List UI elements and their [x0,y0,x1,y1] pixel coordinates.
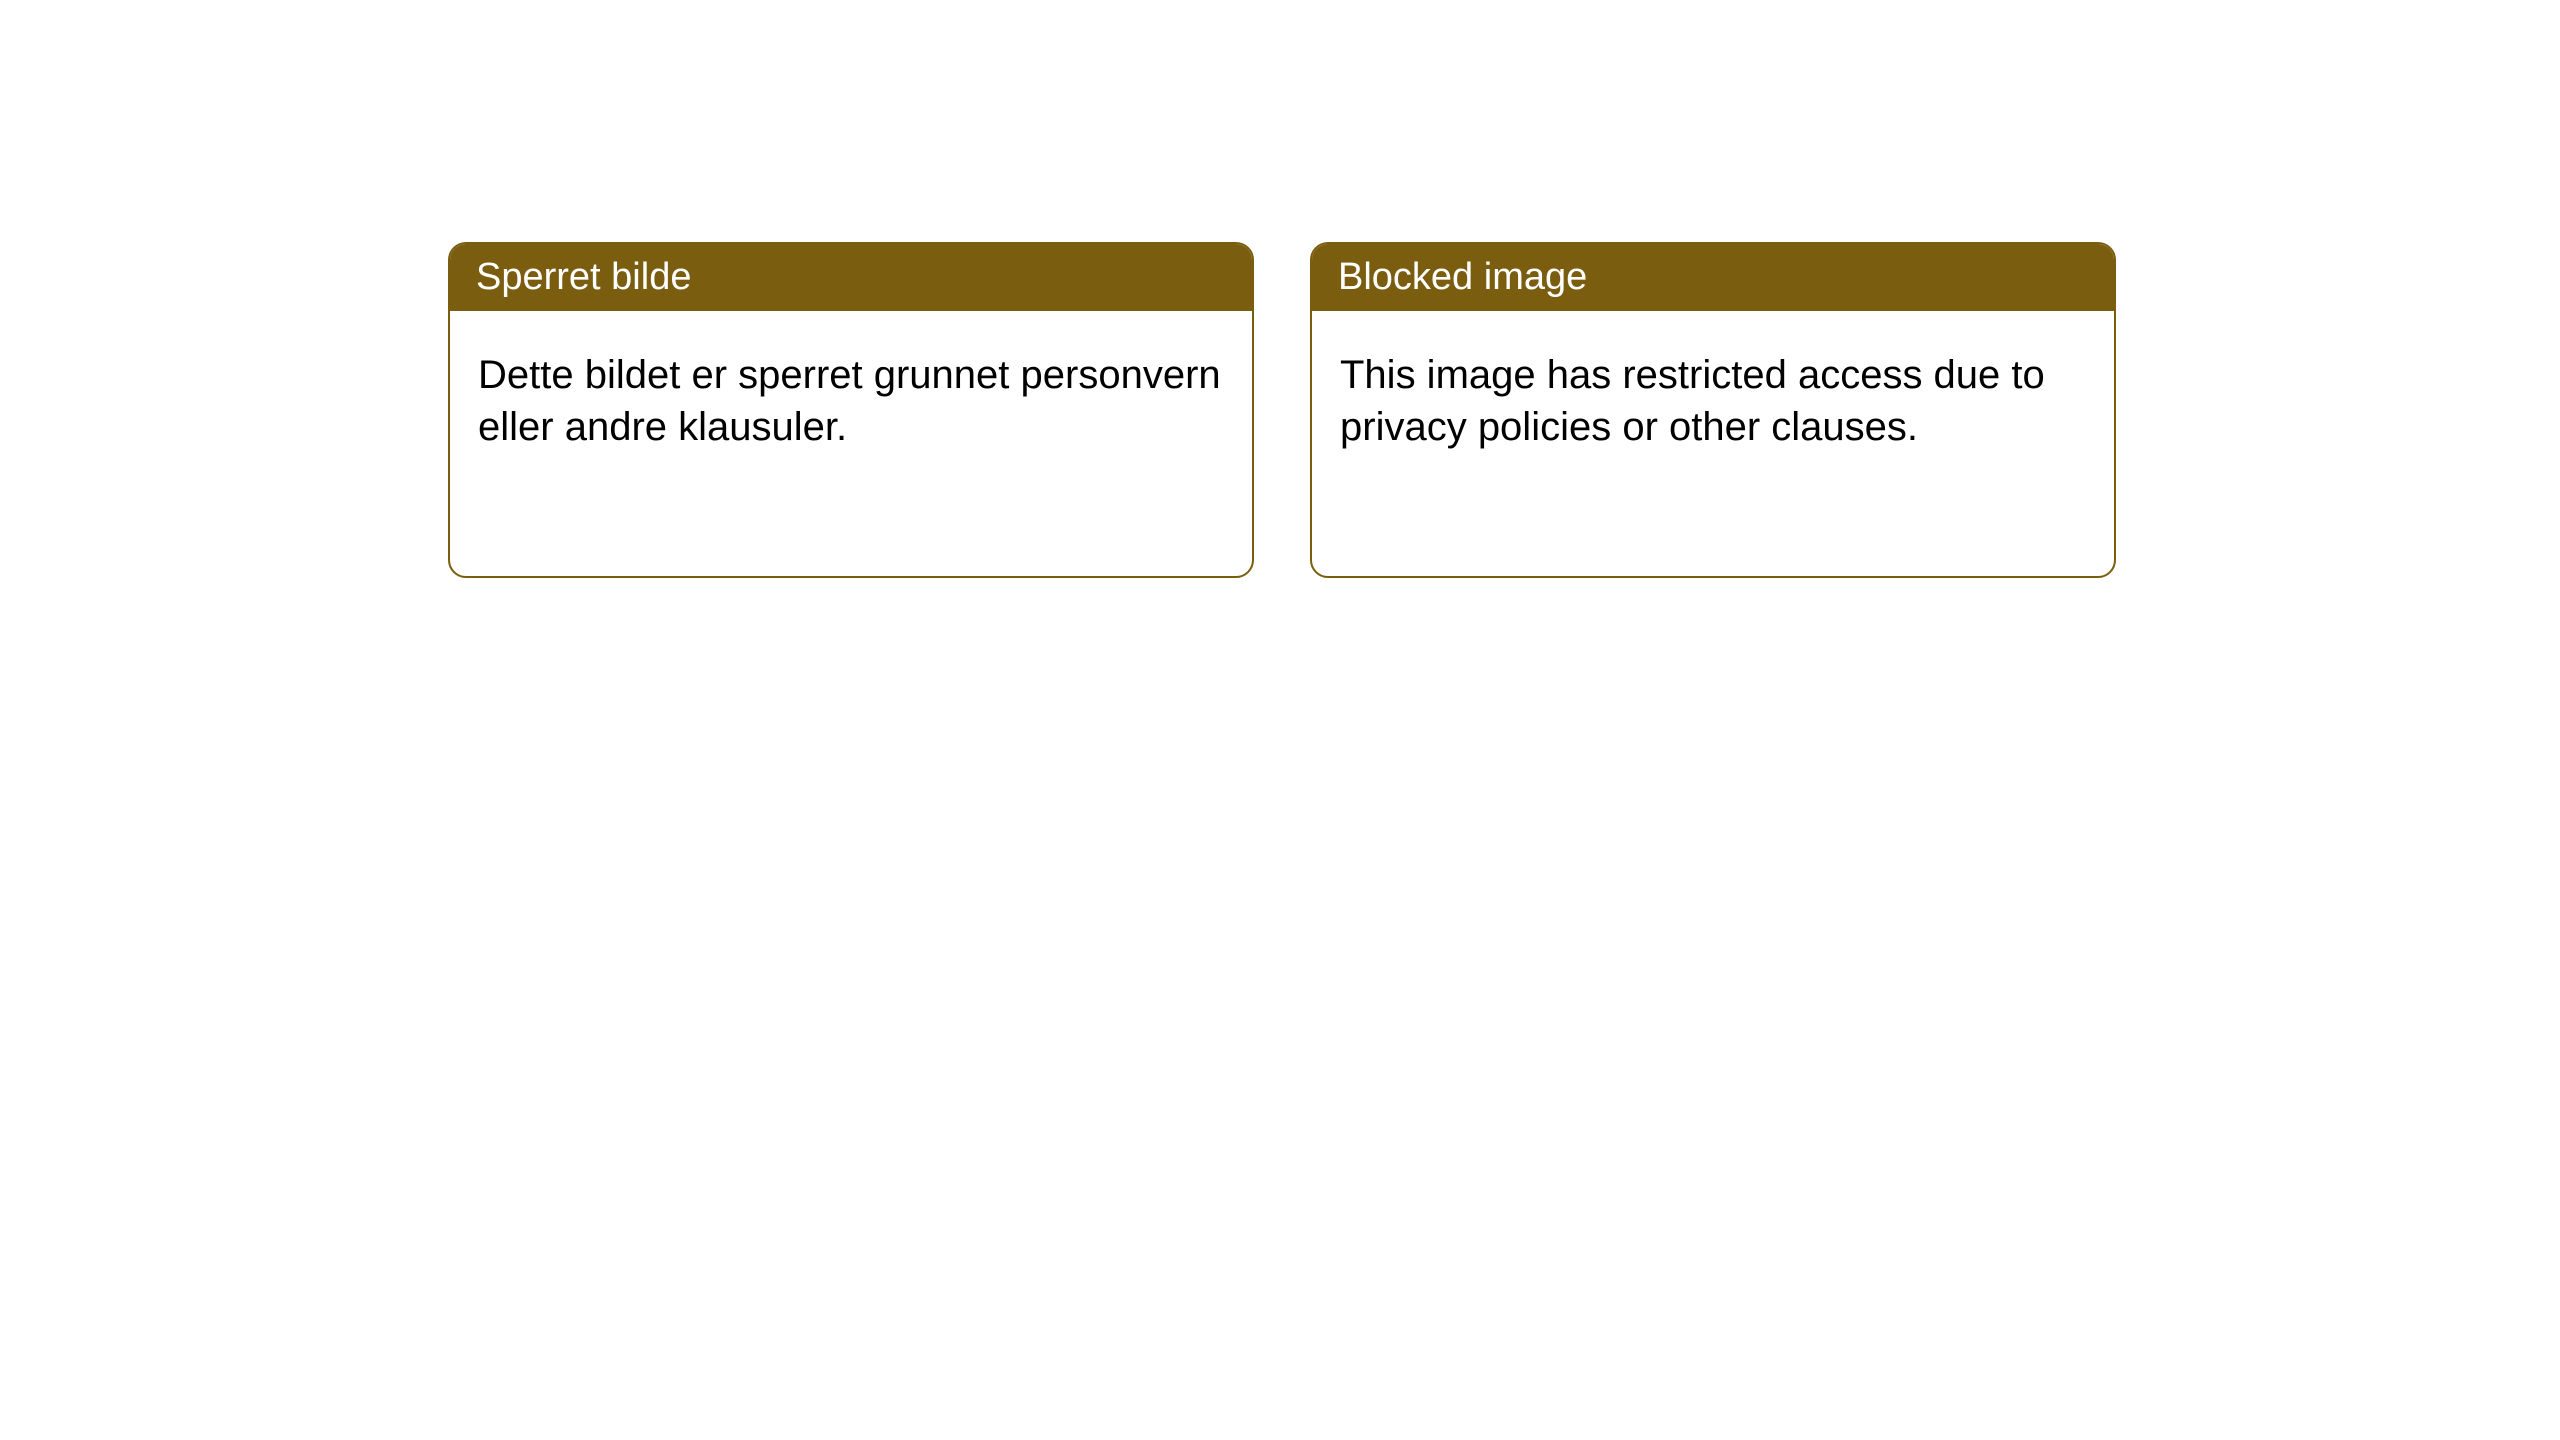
card-body: Dette bildet er sperret grunnet personve… [450,311,1252,491]
card-body-text: Dette bildet er sperret grunnet personve… [478,353,1221,449]
cards-container: Sperret bilde Dette bildet er sperret gr… [0,0,2560,578]
card-header: Sperret bilde [450,244,1252,311]
card-body-text: This image has restricted access due to … [1340,353,2045,449]
card-body: This image has restricted access due to … [1312,311,2114,491]
card-header-title: Blocked image [1338,256,1587,298]
card-header: Blocked image [1312,244,2114,311]
card-header-title: Sperret bilde [476,256,691,298]
blocked-image-card-english: Blocked image This image has restricted … [1310,242,2116,578]
blocked-image-card-norwegian: Sperret bilde Dette bildet er sperret gr… [448,242,1254,578]
